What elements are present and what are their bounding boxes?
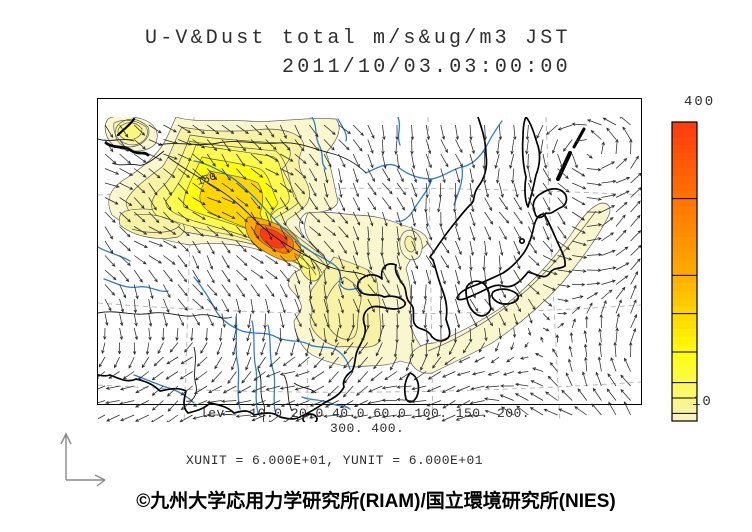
island-hainan xyxy=(302,413,318,422)
island-shikoku xyxy=(491,288,520,305)
river-sungari xyxy=(395,178,433,223)
dust-band-japan xyxy=(409,202,611,374)
river-baikal xyxy=(311,117,327,170)
river-salween xyxy=(251,320,259,414)
river-west xyxy=(98,246,131,262)
colorbar-min-label: 10 xyxy=(692,394,713,410)
contour-label: 150 xyxy=(196,171,219,189)
vector-units-line: XUNIT = 6.000E+01, YUNIT = 6.000E+01 xyxy=(186,453,484,468)
river-indus xyxy=(103,278,169,292)
kuril-islands xyxy=(556,151,572,181)
contour-levels-line2: 300. 400. xyxy=(330,421,405,436)
coastline-china xyxy=(98,263,407,420)
dust-spot-liaodong-core xyxy=(404,235,416,253)
island-sado xyxy=(518,237,526,245)
dust-map: 150 xyxy=(98,117,641,422)
river-north2 xyxy=(397,117,401,146)
dust-area-maximum xyxy=(260,228,288,249)
plot-title: U-V&Dust total m/s&ug/m3 JST xyxy=(145,27,571,50)
island-sakhalin xyxy=(521,117,541,208)
axis-arrows-icon xyxy=(28,406,111,493)
river-amur xyxy=(365,120,503,180)
river-yangtze xyxy=(193,276,351,370)
mountain-ridges xyxy=(104,117,586,181)
plot-timestamp: 2011/10/03.03:00:00 xyxy=(282,56,571,79)
contour-rings xyxy=(114,118,597,352)
island-honshu xyxy=(456,213,566,301)
colorbar xyxy=(652,103,699,427)
colorbar-max-label: 400 xyxy=(684,94,716,110)
coastline-korea xyxy=(394,259,451,342)
island-kyushu xyxy=(465,280,492,317)
river-red xyxy=(267,324,277,416)
river-xi xyxy=(301,396,351,410)
map-panel: 150 xyxy=(97,98,642,422)
copyright-text: ©九州大学応用力学研究所(RIAM)/国立環境研究所(NIES) xyxy=(136,491,616,512)
island-taiwan xyxy=(403,372,420,403)
wind-vector-field xyxy=(98,117,641,422)
contour-levels-line1: lev= 10.0 20.0 40.0 60.0 100. 150. 200. xyxy=(200,406,531,421)
river-mekong xyxy=(235,316,241,410)
river-north xyxy=(337,118,348,142)
country-borders xyxy=(98,138,369,422)
river-yellow xyxy=(193,160,363,294)
